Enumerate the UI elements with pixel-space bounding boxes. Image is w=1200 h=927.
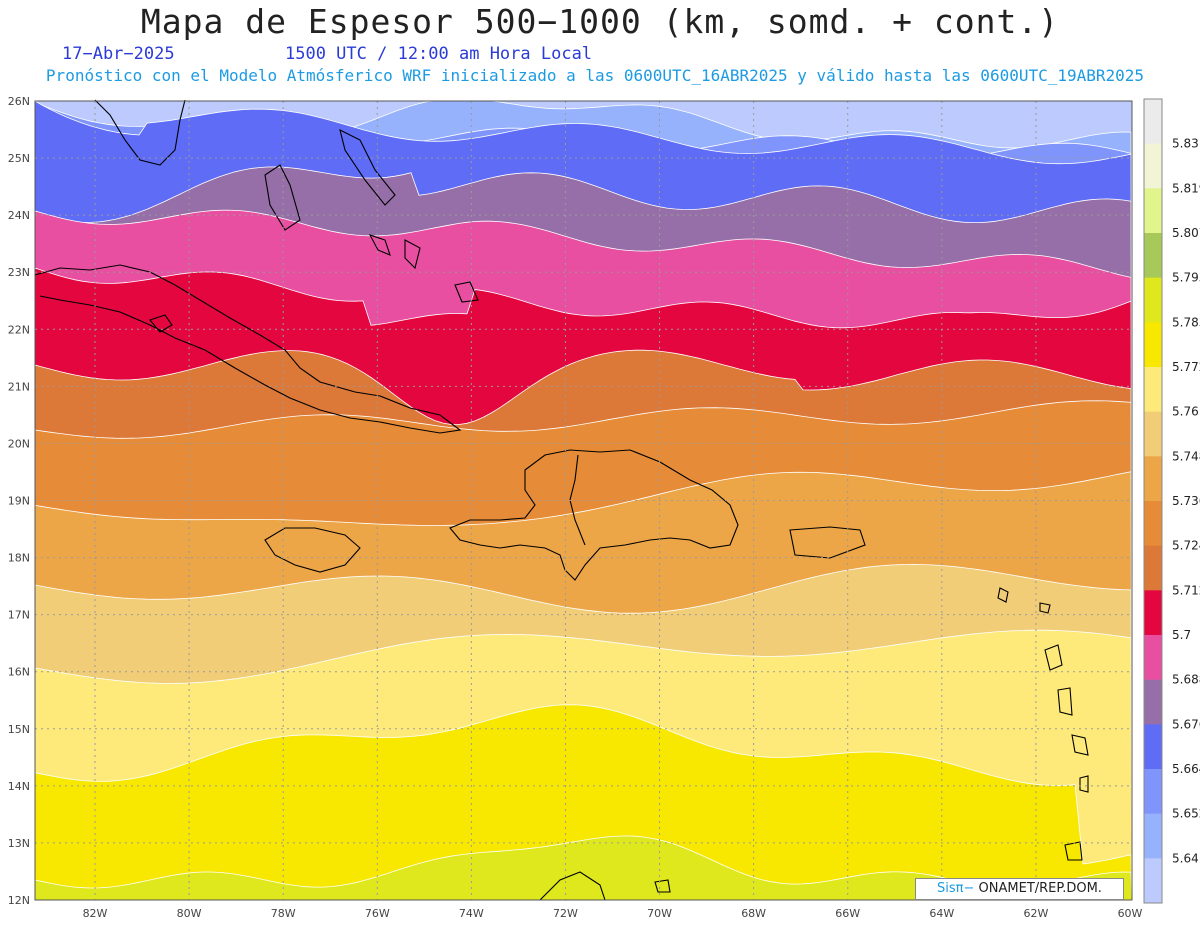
coast-lesser-antilles-1 (1044, 644, 1063, 671)
thickness-bands (34, 100, 1133, 901)
colorbar: 5.831 5.819 5.807 5.795 5.783 5.772 5.76 5.748 5… (1143, 98, 1200, 904)
coast-hispaniola (449, 449, 739, 581)
colorbar-label: 5.712 (1172, 583, 1200, 597)
colorbar-label: 5.772 (1172, 360, 1200, 374)
lat-label: 18N (8, 552, 30, 565)
colorbar-swatch (1144, 769, 1162, 815)
graticule (35, 101, 1132, 900)
valid-time: 1500 UTC / 12:00 am Hora Local (285, 44, 593, 64)
colorbar-label: 5.783 (1172, 315, 1200, 329)
colorbar-swatch (1144, 367, 1162, 413)
colorbar-swatch (1144, 277, 1162, 323)
colorbar-label: 5.7 (1172, 628, 1191, 642)
colorbar-swatch (1144, 188, 1162, 234)
colorbar-swatch (1144, 635, 1162, 681)
lon-label: 78W (271, 907, 296, 920)
valid-date: 17−Abr−2025 (62, 44, 175, 64)
coast-south-america (539, 871, 606, 901)
lat-label: 22N (8, 323, 30, 336)
axis-labels: 26N 25N 24N 23N 22N 21N 20N 19N 18N 17N 16N 15N 14N 1… (8, 95, 1143, 920)
colorbar-swatch (1144, 456, 1162, 502)
coast-bahamas-3 (404, 239, 421, 270)
lon-label: 76W (365, 907, 390, 920)
coast-lesser-antilles-3 (1071, 734, 1089, 756)
lat-label: 15N (8, 723, 30, 736)
credit-text: ONAMET/REP.DOM. (974, 881, 1102, 896)
lat-label: 25N (8, 152, 30, 165)
coast-lesser-antilles-2 (1057, 687, 1073, 716)
map-frame (34, 100, 1133, 901)
colorbar-swatch (1144, 411, 1162, 457)
colorbar-swatch (1144, 813, 1162, 859)
lon-label: 82W (83, 907, 108, 920)
credit-box: Sisπ− ONAMET/REP.DOM. (915, 878, 1124, 900)
lon-label: 68W (741, 907, 766, 920)
colorbar-label: 5.64 (1172, 851, 1199, 865)
colorbar-frame (1143, 98, 1163, 904)
lat-label: 13N (8, 837, 30, 850)
lat-label: 14N (8, 780, 30, 793)
coast-puerto-rico (789, 526, 866, 559)
colorbar-label: 5.676 (1172, 717, 1200, 731)
coast-lesser-antilles-4 (1039, 602, 1051, 614)
colorbar-label: 5.664 (1172, 762, 1200, 776)
colorbar-label: 5.807 (1172, 226, 1200, 240)
colorbar-label: 5.795 (1172, 271, 1200, 285)
coast-isla-juventud (149, 314, 173, 333)
colorbar-swatch (1144, 858, 1162, 904)
lon-label: 60W (1118, 907, 1143, 920)
colorbar-swatch (1144, 724, 1162, 770)
colorbar-label: 5.748 (1172, 449, 1200, 463)
lat-label: 17N (8, 609, 30, 622)
lon-label: 72W (553, 907, 578, 920)
lon-label: 66W (835, 907, 860, 920)
lat-label: 12N (8, 894, 30, 907)
colorbar-swatch (1144, 143, 1162, 189)
lat-label: 16N (8, 666, 30, 679)
colorbar-label: 5.831 (1172, 137, 1200, 151)
coast-florida (94, 99, 186, 166)
colorbar-label: 5.76 (1172, 405, 1199, 419)
colorbar-label: 5.736 (1172, 494, 1200, 508)
coast-abc-islands (654, 879, 671, 893)
lat-label: 23N (8, 266, 30, 279)
lon-label: 74W (459, 907, 484, 920)
forecast-info: Pronóstico con el Modelo Atmósferico WRF… (45, 66, 1145, 85)
credit-brand: Sisπ− (937, 881, 975, 896)
colorbar-label: 5.819 (1172, 181, 1200, 195)
lon-label: 80W (177, 907, 202, 920)
colorbar-swatch (1144, 233, 1162, 279)
coast-jamaica (264, 527, 361, 573)
colorbar-swatch (1144, 322, 1162, 368)
lat-label: 24N (8, 209, 30, 222)
lat-label: 19N (8, 495, 30, 508)
colorbar-label: 5.724 (1172, 539, 1200, 553)
lat-label: 21N (8, 380, 30, 393)
lon-label: 64W (929, 907, 954, 920)
coast-bahamas-4 (454, 281, 479, 303)
lon-label: 70W (647, 907, 672, 920)
colorbar-label: 5.688 (1172, 673, 1200, 687)
lat-label: 26N (8, 95, 30, 108)
coast-lesser-antilles-5 (997, 587, 1009, 603)
colorbar-swatch (1144, 99, 1162, 145)
coast-cuba (34, 264, 462, 434)
band-5772 (34, 704, 1133, 901)
colorbar-swatch (1144, 545, 1162, 591)
coast-bahamas-2 (339, 128, 396, 206)
coast-bahamas-5 (368, 234, 391, 256)
colorbar-swatch (1144, 501, 1162, 547)
colorbar-swatch (1144, 590, 1162, 636)
map-title: Mapa de Espesor 500−1000 (km, somd. + co… (140, 2, 1060, 41)
lon-label: 62W (1023, 907, 1048, 920)
lat-label: 20N (8, 437, 30, 450)
colorbar-label: 5.652 (1172, 807, 1200, 821)
coast-bahamas-1 (264, 164, 301, 231)
colorbar-swatch (1144, 679, 1162, 725)
